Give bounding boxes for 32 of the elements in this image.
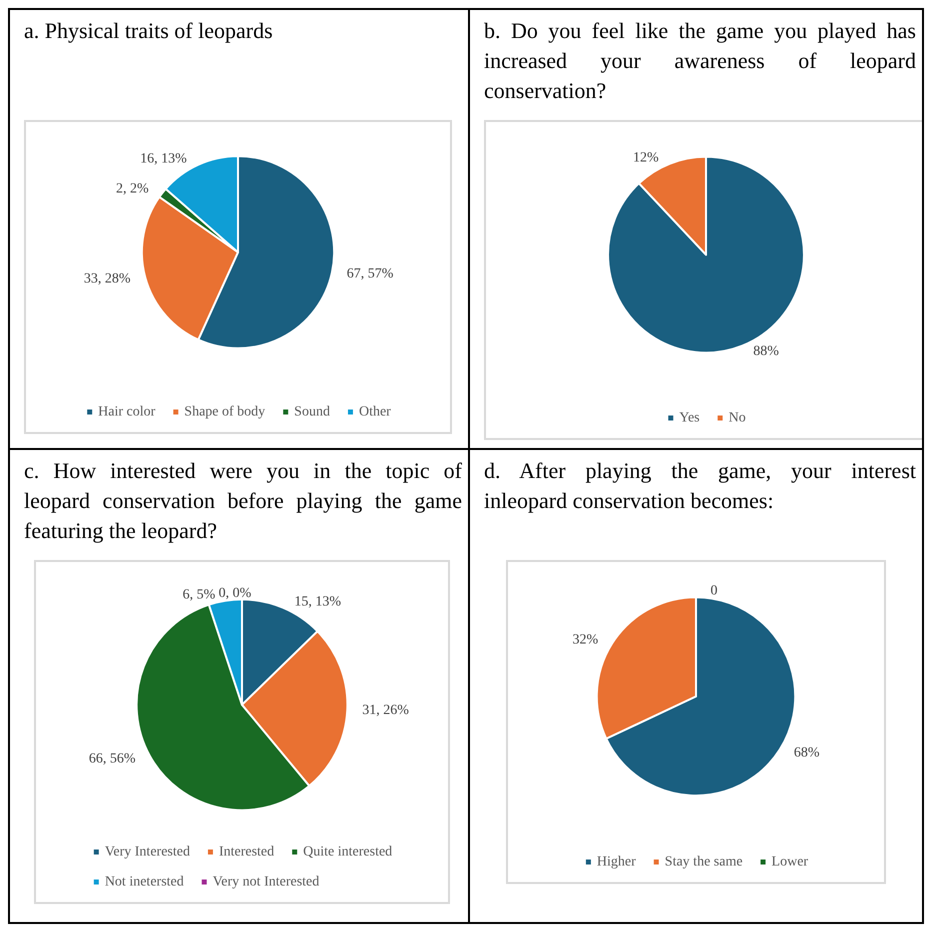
data-label: 68% — [794, 745, 820, 760]
legend-label: Stay the same — [664, 854, 743, 870]
data-label: 67, 57% — [346, 266, 394, 282]
legend-label: Other — [358, 404, 392, 420]
text: 0 — [710, 584, 718, 599]
legend-label: Very Interested — [104, 844, 190, 860]
legend-label: Shape of body — [184, 404, 266, 420]
legend-label: Yes — [679, 410, 700, 426]
data-label: 12% — [633, 150, 660, 166]
legend-label: Lower — [772, 854, 808, 870]
legend-label: Quite interested — [303, 844, 392, 860]
legend-label: Sound — [294, 404, 330, 420]
data-label: 32% — [572, 632, 599, 648]
legend-label: No — [728, 410, 746, 426]
legend-label: Very not Interested — [212, 874, 320, 890]
legend-label: Hair color — [98, 404, 156, 420]
data-label: 6, 5% — [182, 587, 216, 602]
data-label: 31, 26% — [362, 703, 410, 718]
data-label: 15, 13% — [294, 594, 342, 610]
text: 0, 0% — [218, 586, 252, 601]
legend-label: Interested — [218, 844, 274, 860]
data-label: 66, 56% — [88, 751, 136, 766]
data-label: 88% — [753, 344, 780, 359]
chart-title: c. How interested were you in the topic of leopard conservation before playing the game featuring the leopard? — [24, 457, 462, 545]
data-label: 33, 28% — [84, 272, 131, 287]
chart-title: a. Physical traits of leopards — [24, 17, 274, 45]
legend-label: Not inetersted — [104, 874, 184, 890]
chart-title: d. After playing the game, your interest inleopard conservation becomes: — [484, 457, 916, 515]
legend-label: Higher — [596, 854, 636, 870]
data-label: 2, 2% — [116, 182, 150, 197]
data-label: 16, 13% — [140, 152, 188, 167]
chart-title: b. Do you feel like the game you played has increased your awareness of leopard conservation? — [484, 17, 916, 105]
